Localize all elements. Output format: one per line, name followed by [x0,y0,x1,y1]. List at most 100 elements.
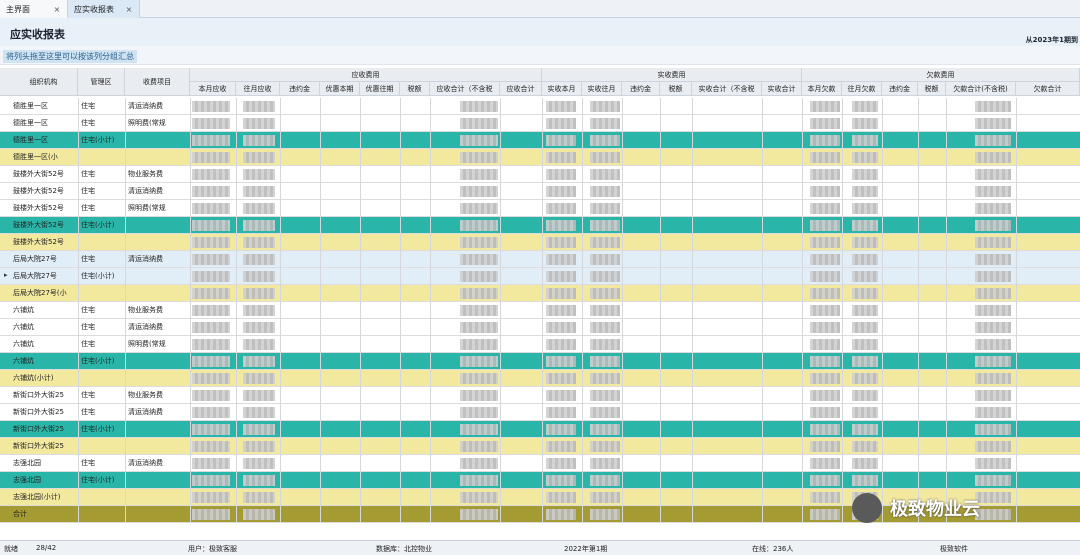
grid-line [542,234,543,251]
redacted-value [243,373,275,384]
redacted-value [546,305,576,316]
status-bar: 就绪 28/42 用户：极致客服 数据库：北控物业 2022年第1期 在线：23… [0,540,1080,555]
grid-line [1016,387,1017,404]
column-header[interactable]: 实收合计 [762,82,802,96]
table-row[interactable]: 鼓楼外大街52号 住宅 物业服务费 [0,166,1080,183]
grid-line [1016,489,1017,506]
redacted-value [192,271,230,282]
grid-line [78,455,79,472]
grid-line [622,200,623,217]
table-row[interactable]: 新街口外大街25 住宅 物业服务费 [0,387,1080,404]
column-header[interactable]: 收费项目 [125,68,190,96]
table-row[interactable]: 六铺炕 住宅 清运消纳费 [0,319,1080,336]
column-header[interactable]: 优惠往期 [360,82,400,96]
redacted-value [460,305,498,316]
table-row[interactable]: 鼓楼外大街52号 [0,234,1080,251]
table-row[interactable]: 德胜里一区(小 [0,149,1080,166]
grid-line [882,132,883,149]
table-row[interactable]: 志强北园(小计) [0,489,1080,506]
grid-line [125,98,126,115]
column-header[interactable]: 应收合计 [500,82,542,96]
table-row[interactable]: 志强北园 住宅 清运消纳费 [0,455,1080,472]
table-row[interactable]: 志强北园 住宅(小计) [0,472,1080,489]
column-header[interactable]: 税额 [660,82,692,96]
column-header[interactable]: 本月应收 [190,82,236,96]
table-row[interactable]: 合计 [0,506,1080,523]
group-by-panel[interactable]: 将列头拖至这里可以按该列分组汇总 [0,46,1080,65]
tab-main[interactable]: 主界面 × [0,0,68,18]
grid-line [882,421,883,438]
table-row[interactable]: 鼓楼外大街52号 住宅 照明费(常规 [0,200,1080,217]
grid-line [400,183,401,200]
column-header[interactable]: 违约金 [280,82,320,96]
grid-line [660,268,661,285]
column-header[interactable]: 税额 [918,82,946,96]
row-cell-org: 德胜里一区(小 [13,153,58,161]
grid-line [400,98,401,115]
grid-line [660,251,661,268]
grid-line [660,234,661,251]
table-row[interactable]: 后局大院27号 住宅(小计) [0,268,1080,285]
table-row[interactable]: 六铺炕 住宅 物业服务费 [0,302,1080,319]
column-header[interactable]: 实收往月 [582,82,622,96]
grid-line [762,251,763,268]
grid-line [320,506,321,523]
grid-line [360,455,361,472]
column-header[interactable]: 实收合计（不含税 [692,82,762,96]
column-header[interactable]: 税额 [400,82,430,96]
column-header[interactable]: 优惠本期 [320,82,360,96]
tab-report-close-icon[interactable]: × [125,4,133,14]
table-row[interactable]: 六铺炕(小计) [0,370,1080,387]
table-row[interactable]: 德胜里一区 住宅 照明费(常规 [0,115,1080,132]
column-header[interactable]: 欠款合计(不含税) [946,82,1016,96]
redacted-value [460,152,498,163]
column-header[interactable]: 欠款合计 [1016,82,1080,96]
grid-line [400,234,401,251]
grid-line [500,268,501,285]
tab-receivable-report[interactable]: 应实收报表 × [68,0,140,18]
grid-line [762,455,763,472]
grid-line [125,506,126,523]
tab-main-close-icon[interactable]: × [53,4,61,14]
redacted-value [243,305,275,316]
table-row[interactable]: 后局大院27号(小 [0,285,1080,302]
grid-line [946,387,947,404]
table-row[interactable]: 后局大院27号 住宅 清运消纳费 [0,251,1080,268]
column-header[interactable]: 实收本月 [542,82,582,96]
grid-line [190,387,191,404]
header-group-1: 实收费用 [542,68,802,82]
table-row[interactable]: 六铺炕 住宅(小计) [0,353,1080,370]
redacted-value [243,356,275,367]
redacted-value [975,407,1011,418]
table-row[interactable]: 新街口外大街25 住宅 清运消纳费 [0,404,1080,421]
grid-line [622,251,623,268]
column-header[interactable]: 违约金 [622,82,660,96]
header-group-2: 欠款费用 [802,68,1080,82]
table-row[interactable]: 鼓楼外大街52号 住宅(小计) [0,217,1080,234]
grid-line [692,370,693,387]
table-row[interactable]: 德胜里一区 住宅 清运消纳费 [0,98,1080,115]
grid-line [692,336,693,353]
column-header[interactable]: 管理区 [78,68,125,96]
redacted-value [975,356,1011,367]
column-header[interactable]: 往月应收 [236,82,280,96]
grid-line [360,506,361,523]
column-header[interactable]: 组织机构 [10,68,78,96]
column-header[interactable]: 违约金 [882,82,918,96]
grid-line [400,455,401,472]
table-row[interactable]: 新街口外大街25 [0,438,1080,455]
redacted-value [546,220,576,231]
grid-line [842,98,843,115]
row-cell-zone: 住宅 [81,119,95,127]
column-header[interactable]: 本月欠款 [802,82,842,96]
table-row[interactable]: 新街口外大街25 住宅(小计) [0,421,1080,438]
table-row[interactable]: 德胜里一区 住宅(小计) [0,132,1080,149]
grid-line [582,132,583,149]
grid-line [320,149,321,166]
column-header[interactable]: 应收合计（不含税 [430,82,500,96]
grid-line [430,404,431,421]
column-header[interactable]: 往月欠款 [842,82,882,96]
table-row[interactable]: 鼓楼外大街52号 住宅 清运消纳费 [0,183,1080,200]
grid-line [78,200,79,217]
table-row[interactable]: 六铺炕 住宅 照明费(常规 [0,336,1080,353]
